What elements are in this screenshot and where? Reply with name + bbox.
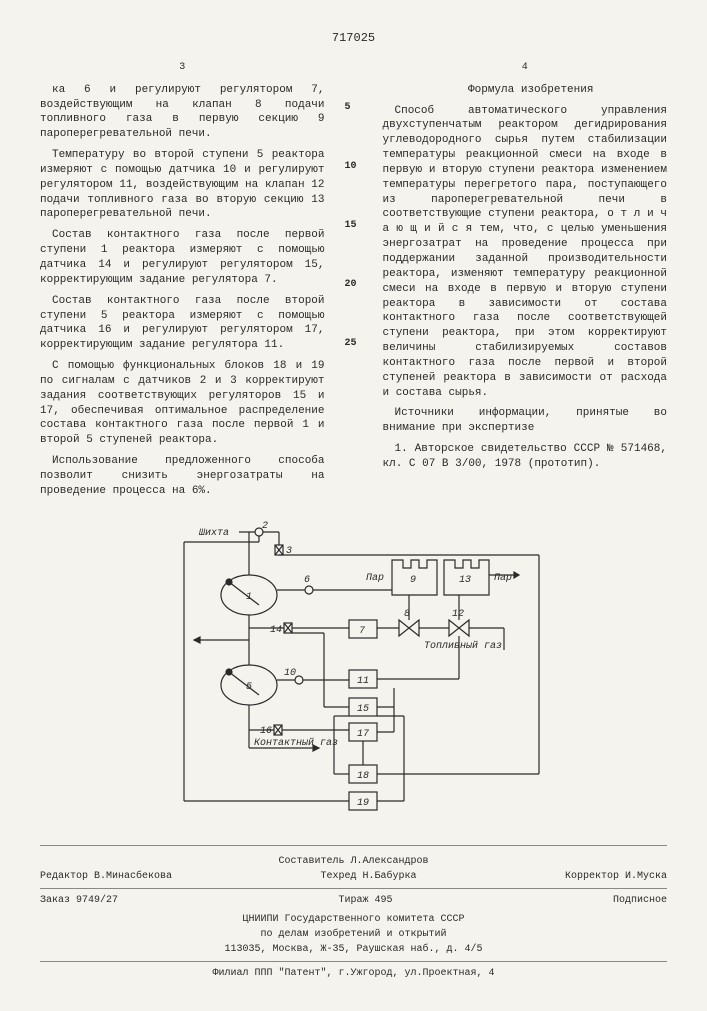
filial: Филиал ППП "Патент", г.Ужгород, ул.Проек… (40, 966, 667, 981)
line-10: 10 (345, 160, 363, 219)
svg-text:2: 2 (262, 521, 268, 532)
org1: ЦНИИПИ Государственного комитета СССР (40, 912, 667, 927)
right-column: 4 Формула изобретения Способ автоматичес… (383, 61, 668, 504)
formula-title: Формула изобретения (383, 83, 668, 98)
sources-title: Источники информации, принятые во вниман… (383, 406, 668, 436)
svg-text:11: 11 (357, 676, 369, 687)
podpisnoe: Подписное (613, 893, 667, 908)
techred: Техред Н.Бабурка (320, 869, 416, 884)
svg-text:15: 15 (357, 704, 369, 715)
line-15: 15 (345, 219, 363, 278)
page-num-right: 4 (383, 61, 668, 75)
left-p2: Температуру во второй ступени 5 реактора… (40, 148, 325, 222)
svg-text:7: 7 (359, 626, 365, 637)
text-columns: 3 ка 6 и регулируют регулятором 7, возде… (40, 61, 667, 504)
svg-text:16: 16 (260, 726, 272, 737)
page-num-left: 3 (40, 61, 325, 75)
svg-text:13: 13 (459, 575, 471, 586)
patent-number: 717025 (40, 30, 667, 46)
svg-text:12: 12 (452, 609, 464, 620)
label-par1: Пар (366, 573, 384, 584)
right-p1: Способ автоматического управления двухст… (383, 104, 668, 401)
tirazh: Тираж 495 (338, 893, 392, 908)
svg-text:9: 9 (410, 575, 416, 586)
left-p3: Состав контактного газа после первой сту… (40, 228, 325, 287)
org2: по делам изобретений и открытий (40, 927, 667, 942)
label-shikhta: Шихта (198, 528, 229, 539)
corrector: Корректор И.Муска (565, 869, 667, 884)
left-p5: С помощью функциональных блоков 18 и 19 … (40, 359, 325, 448)
left-p1: ка 6 и регулируют регулятором 7, воздейс… (40, 83, 325, 142)
svg-text:17: 17 (357, 729, 369, 740)
source-1: 1. Авторское свидетельство СССР № 571468… (383, 442, 668, 472)
line-25: 25 (345, 337, 363, 396)
address1: 113035, Москва, Ж-35, Раушская наб., д. … (40, 942, 667, 957)
line-5: 5 (345, 101, 363, 160)
svg-text:6: 6 (304, 575, 310, 586)
left-column: 3 ка 6 и регулируют регулятором 7, возде… (40, 61, 325, 504)
compiler: Составитель Л.Александров (40, 854, 667, 869)
diagram-svg: 1 5 9 13 Шихта 2 3 6 Пар Пар (144, 520, 564, 820)
order: Заказ 9749/27 (40, 893, 118, 908)
svg-text:10: 10 (284, 668, 296, 679)
svg-text:18: 18 (357, 771, 369, 782)
line-20: 20 (345, 278, 363, 337)
left-p4: Состав контактного газа после второй сту… (40, 294, 325, 353)
label-kontaktny: Контактный газ (254, 737, 338, 749)
footer: Составитель Л.Александров Редактор В.Мин… (40, 845, 667, 981)
svg-text:19: 19 (357, 798, 369, 809)
line-number-gutter: 5 10 15 20 25 (345, 61, 363, 504)
editor: Редактор В.Минасбекова (40, 869, 172, 884)
svg-text:14: 14 (270, 625, 282, 636)
label-toplivny: Топливный газ (424, 640, 502, 652)
schematic-diagram: 1 5 9 13 Шихта 2 3 6 Пар Пар (40, 520, 667, 826)
left-p6: Использование предложенного способа позв… (40, 454, 325, 499)
